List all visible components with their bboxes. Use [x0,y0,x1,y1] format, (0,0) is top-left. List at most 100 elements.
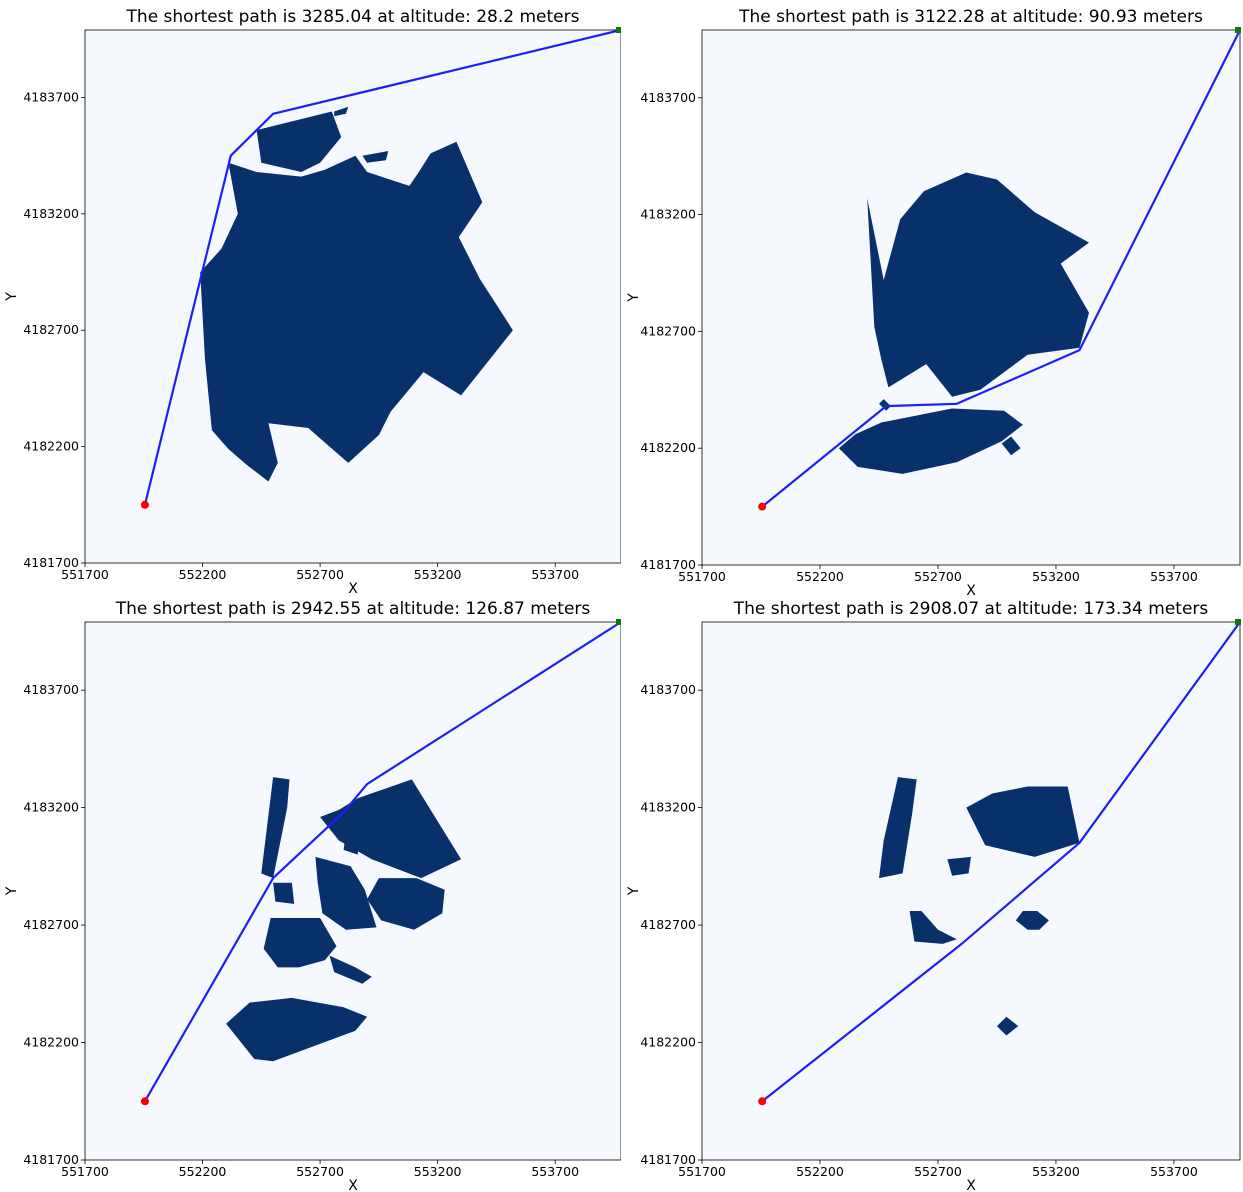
map-plot: 551700 552200 552700 553200 553700 4181700 418… [4,599,621,1192]
goal-point [1235,619,1241,625]
obstacle-region [966,786,1080,857]
obstacle-region [320,779,462,879]
shortest-path-line [143,28,621,506]
obstacle-region [200,141,513,482]
y-tick-label: 4183700 [640,90,696,105]
x-axis-label: X [348,581,358,596]
map-plot: 551700 552200 552700 553200 553700 4181700 418… [626,7,1241,596]
x-tick-label: 553200 [414,567,462,582]
axes-frame [84,29,621,564]
start-point [140,1097,149,1106]
x-axis-label: X [966,1178,976,1192]
obstacle-region [263,918,337,968]
chart-title: The shortest path is 3285.04 at altitude… [126,7,580,27]
x-tick-label: 552700 [296,1164,344,1179]
y-tick-label: 4182700 [640,323,696,338]
x-tick-label: 552200 [179,567,227,582]
y-tick-label: 4181700 [23,1152,79,1167]
obstacle-region [1015,911,1049,930]
obstacle-region [879,399,891,411]
x-tick-label: 553200 [1032,1164,1080,1179]
axes-frame [84,621,621,1161]
y-tick-label: 4182200 [640,440,696,455]
y-tick-label: 4182700 [23,322,79,337]
obstacle-region [273,882,295,904]
goal-point [616,27,621,33]
y-tick-label: 4181700 [640,557,696,572]
obstacle-region [879,777,917,879]
y-tick-label: 4182700 [640,917,696,932]
x-tick-label: 551700 [61,567,109,582]
y-axis-label: Y [4,292,20,302]
obstacle-region [838,408,1023,474]
map-plot: 551700 552200 552700 553200 553700 4181700 418… [626,599,1241,1192]
shortest-path-line [761,29,1241,508]
x-tick-label: 552700 [296,567,344,582]
y-tick-label: 4183700 [23,682,79,697]
obstacle-region [909,911,957,944]
y-tick-label: 4183700 [23,89,79,104]
x-tick-label: 553700 [531,1164,579,1179]
axes-frame [701,621,1241,1161]
x-tick-label: 551700 [61,1164,109,1179]
obstacle-region [315,856,377,930]
obstacle-region [329,955,372,984]
y-tick-label: 4182200 [23,439,79,454]
obstacle-region [261,777,290,879]
start-point [140,500,149,509]
start-point [758,502,767,511]
chart-title: The shortest path is 2942.55 at altitude… [115,599,591,619]
x-tick-label: 551700 [678,1164,726,1179]
y-tick-label: 4183700 [640,682,696,697]
map-plot: 551700 552200 552700 553200 553700 4181700 418… [4,7,621,596]
obstacle-region [867,172,1089,397]
obstacle-region [334,106,349,117]
chart-panel-3: 551700 552200 552700 553200 553700 4181700 418… [0,596,621,1192]
obstacle-region [226,997,368,1062]
obstacle-region [947,856,971,876]
goal-point [616,619,621,625]
x-tick-label: 553200 [414,1164,462,1179]
x-axis-label: X [348,1178,358,1192]
start-point [758,1097,767,1106]
plot-area [702,622,1240,1160]
y-tick-label: 4182200 [23,1035,79,1050]
y-tick-label: 4181700 [640,1152,696,1167]
x-axis-label: X [966,583,976,596]
goal-point [1235,27,1241,33]
y-tick-label: 4182700 [23,917,79,932]
chart-panel-4: 551700 552200 552700 553200 553700 4181700 418… [622,596,1243,1192]
obstacle-region [256,111,342,172]
y-axis-label: Y [626,886,642,896]
y-tick-label: 4181700 [23,555,79,570]
x-tick-label: 553700 [1150,1164,1198,1179]
x-tick-label: 553200 [1032,569,1080,584]
x-tick-label: 552200 [796,569,844,584]
x-tick-label: 553700 [531,567,579,582]
chart-panel-1: 551700 552200 552700 553200 553700 4181700 418… [0,0,621,596]
chart-panel-2: 551700 552200 552700 553200 553700 4181700 418… [622,0,1243,596]
x-tick-label: 552700 [914,569,962,584]
obstacle-region [367,878,445,930]
y-axis-label: Y [4,886,20,896]
obstacle-region [1001,436,1021,456]
x-tick-label: 551700 [678,569,726,584]
obstacle-region [362,151,389,163]
chart-title: The shortest path is 3122.28 at altitude… [738,7,1203,27]
x-tick-label: 552200 [179,1164,227,1179]
shortest-path-line [143,621,621,1102]
shortest-path-line [761,621,1241,1103]
chart-title: The shortest path is 2908.07 at altitude… [733,599,1209,619]
obstacle-region [334,395,368,421]
y-tick-label: 4183200 [640,207,696,222]
y-axis-label: Y [626,293,642,303]
x-tick-label: 553700 [1150,569,1198,584]
obstacle-region [997,1016,1019,1036]
obstacle-region [343,833,361,855]
x-tick-label: 552700 [914,1164,962,1179]
y-tick-label: 4182200 [640,1035,696,1050]
y-tick-label: 4183200 [640,800,696,815]
axes-frame [701,29,1241,566]
y-tick-label: 4183200 [23,800,79,815]
y-tick-label: 4183200 [23,206,79,221]
